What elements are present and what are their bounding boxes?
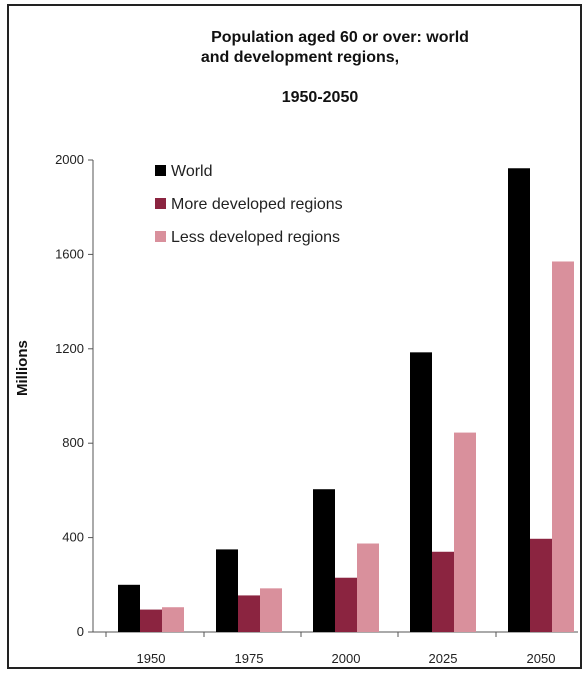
y-tick-label: 1200 <box>55 341 84 356</box>
bar-less-developed-regions-2050 <box>552 261 574 632</box>
bar-less-developed-regions-1975 <box>260 588 282 632</box>
bar-less-developed-regions-2000 <box>357 543 379 632</box>
bar-more-developed-regions-2050 <box>530 538 552 632</box>
bar-world-1950 <box>118 584 140 632</box>
legend-swatch <box>155 231 166 242</box>
chart-title: Population aged 60 or over: world and de… <box>150 28 530 108</box>
x-tick-label: 2050 <box>527 651 556 666</box>
y-tick-label: 400 <box>62 530 84 545</box>
bar-world-2000 <box>313 489 335 632</box>
legend-label: World <box>171 163 213 180</box>
x-tick-label: 1975 <box>235 651 264 666</box>
x-tick-label: 2025 <box>429 651 458 666</box>
y-tick-label: 800 <box>62 435 84 450</box>
x-tick-label: 1950 <box>137 651 166 666</box>
x-tick-label: 2000 <box>332 651 361 666</box>
y-tick-label: 1600 <box>55 246 84 261</box>
legend-swatch <box>155 165 166 176</box>
legend-label: More developed regions <box>171 196 343 213</box>
bar-more-developed-regions-1975 <box>238 595 260 632</box>
bar-more-developed-regions-2000 <box>335 577 357 632</box>
bar-more-developed-regions-1950 <box>140 609 162 632</box>
bar-less-developed-regions-2025 <box>454 432 476 632</box>
title-line-1: Population aged 60 or over: world <box>211 29 469 46</box>
title-line-2: and development regions, <box>200 49 400 66</box>
bar-world-2025 <box>410 352 432 632</box>
y-tick-label: 2000 <box>55 152 84 167</box>
bar-world-1975 <box>216 549 238 632</box>
chart-frame <box>7 4 582 669</box>
bar-less-developed-regions-1950 <box>162 607 184 632</box>
bar-world-2050 <box>508 168 530 632</box>
legend-swatch <box>155 198 166 209</box>
bar-more-developed-regions-2025 <box>432 551 454 632</box>
y-tick-label: 0 <box>77 624 84 639</box>
legend-label: Less developed regions <box>171 229 340 246</box>
title-line-3: 1950-2050 <box>281 89 359 106</box>
